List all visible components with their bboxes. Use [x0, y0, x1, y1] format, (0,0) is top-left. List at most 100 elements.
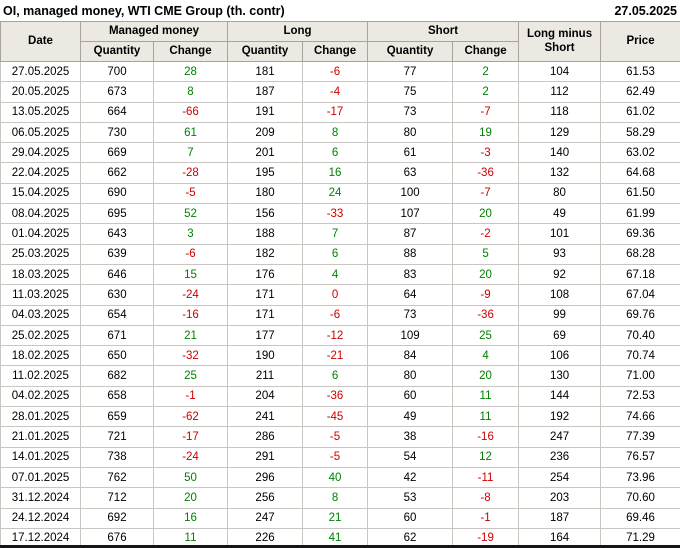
screenshot-bottom-edge — [0, 545, 680, 548]
mm-quantity-cell: 738 — [80, 446, 154, 468]
mm-quantity-cell: 658 — [80, 385, 154, 408]
mm-change-cell: 3 — [152, 223, 229, 245]
mm-change-cell: 20 — [152, 487, 229, 509]
mm-quantity-cell: 730 — [80, 121, 154, 144]
long-change-cell: -6 — [302, 304, 369, 326]
table-row: 08.04.2025 695 52 156 -33 107 20 49 61.99 — [0, 203, 680, 225]
long-quantity-cell: 286 — [227, 426, 304, 448]
mm-change-cell: 25 — [152, 365, 229, 387]
table-row: 22.04.2025 662 -28 195 16 63 -36 132 64.68 — [0, 162, 680, 184]
mm-change-cell: -32 — [152, 345, 229, 367]
price-cell: 61.53 — [600, 60, 680, 83]
table-row: 21.01.2025 721 -17 286 -5 38 -16 247 77.39 — [0, 426, 680, 448]
header-price: Price — [600, 21, 680, 62]
short-quantity-cell: 75 — [367, 81, 454, 103]
long-change-cell: -12 — [302, 324, 369, 347]
price-cell: 63.02 — [600, 142, 680, 164]
mm-quantity-cell: 676 — [80, 527, 154, 548]
mm-quantity-cell: 671 — [80, 324, 154, 347]
price-cell: 71.00 — [600, 365, 680, 387]
mm-change-cell: 16 — [152, 507, 229, 529]
mm-quantity-cell: 721 — [80, 426, 154, 448]
long-change-cell: -4 — [302, 81, 369, 103]
short-change-cell: 4 — [452, 345, 520, 367]
mm-change-cell: -16 — [152, 304, 229, 326]
short-change-cell: 11 — [452, 385, 520, 408]
long-quantity-cell: 291 — [227, 446, 304, 468]
long-minus-short-cell: 130 — [518, 365, 602, 387]
short-change-cell: 25 — [452, 324, 520, 347]
header-mm-change: Change — [152, 41, 229, 62]
long-quantity-cell: 181 — [227, 60, 304, 83]
price-cell: 69.46 — [600, 507, 680, 529]
price-cell: 71.29 — [600, 527, 680, 548]
short-change-cell: -2 — [452, 223, 520, 245]
mm-quantity-cell: 659 — [80, 406, 154, 428]
price-cell: 70.40 — [600, 324, 680, 347]
table-row: 06.05.2025 730 61 209 8 80 19 129 58.29 — [0, 121, 680, 144]
long-change-cell: 0 — [302, 284, 369, 306]
long-quantity-cell: 182 — [227, 243, 304, 265]
short-change-cell: -36 — [452, 162, 520, 184]
short-change-cell: -7 — [452, 101, 520, 123]
mm-change-cell: -66 — [152, 101, 229, 123]
long-minus-short-cell: 106 — [518, 345, 602, 367]
mm-quantity-cell: 650 — [80, 345, 154, 367]
table-row: 25.03.2025 639 -6 182 6 88 5 93 68.28 — [0, 243, 680, 265]
long-quantity-cell: 201 — [227, 142, 304, 164]
short-change-cell: -16 — [452, 426, 520, 448]
date-cell: 25.02.2025 — [0, 324, 81, 347]
long-quantity-cell: 156 — [227, 203, 304, 225]
long-quantity-cell: 226 — [227, 527, 304, 548]
short-change-cell: -8 — [452, 487, 520, 509]
short-change-cell: -1 — [452, 507, 520, 529]
table-row: 14.01.2025 738 -24 291 -5 54 12 236 76.57 — [0, 446, 680, 468]
short-change-cell: 12 — [452, 446, 520, 468]
short-quantity-cell: 60 — [367, 385, 454, 408]
date-cell: 27.05.2025 — [0, 60, 81, 83]
long-minus-short-cell: 144 — [518, 385, 602, 408]
long-quantity-cell: 241 — [227, 406, 304, 428]
long-quantity-cell: 171 — [227, 284, 304, 306]
long-change-cell: 8 — [302, 487, 369, 509]
header-long-quantity: Quantity — [227, 41, 304, 62]
long-minus-short-cell: 192 — [518, 406, 602, 428]
long-minus-short-cell: 140 — [518, 142, 602, 164]
long-quantity-cell: 247 — [227, 507, 304, 529]
mm-quantity-cell: 692 — [80, 507, 154, 529]
mm-change-cell: -62 — [152, 406, 229, 428]
short-quantity-cell: 53 — [367, 487, 454, 509]
price-cell: 74.66 — [600, 406, 680, 428]
short-quantity-cell: 42 — [367, 466, 454, 489]
long-minus-short-cell: 104 — [518, 60, 602, 83]
mm-quantity-cell: 762 — [80, 466, 154, 489]
short-change-cell: -3 — [452, 142, 520, 164]
long-change-cell: -17 — [302, 101, 369, 123]
price-cell: 70.60 — [600, 487, 680, 509]
mm-change-cell: 7 — [152, 142, 229, 164]
header-long-change: Change — [302, 41, 369, 62]
long-minus-short-cell: 49 — [518, 203, 602, 225]
table-row: 27.05.2025 700 28 181 -6 77 2 104 61.53 — [0, 60, 680, 83]
page-title: OI, managed money, WTI CME Group (th. co… — [3, 3, 285, 18]
header-short-quantity: Quantity — [367, 41, 454, 62]
title-bar: OI, managed money, WTI CME Group (th. co… — [0, 0, 680, 21]
mm-change-cell: 11 — [152, 527, 229, 548]
table-row: 04.02.2025 658 -1 204 -36 60 11 144 72.53 — [0, 385, 680, 408]
mm-quantity-cell: 630 — [80, 284, 154, 306]
short-change-cell: -9 — [452, 284, 520, 306]
table-row: 31.12.2024 712 20 256 8 53 -8 203 70.60 — [0, 487, 680, 509]
mm-quantity-cell: 700 — [80, 60, 154, 83]
short-quantity-cell: 38 — [367, 426, 454, 448]
mm-quantity-cell: 639 — [80, 243, 154, 265]
date-cell: 21.01.2025 — [0, 426, 81, 448]
short-quantity-cell: 88 — [367, 243, 454, 265]
date-cell: 28.01.2025 — [0, 406, 81, 428]
short-quantity-cell: 61 — [367, 142, 454, 164]
date-cell: 17.12.2024 — [0, 527, 81, 548]
long-quantity-cell: 296 — [227, 466, 304, 489]
mm-change-cell: -24 — [152, 446, 229, 468]
mm-quantity-cell: 646 — [80, 263, 154, 286]
long-quantity-cell: 187 — [227, 81, 304, 103]
